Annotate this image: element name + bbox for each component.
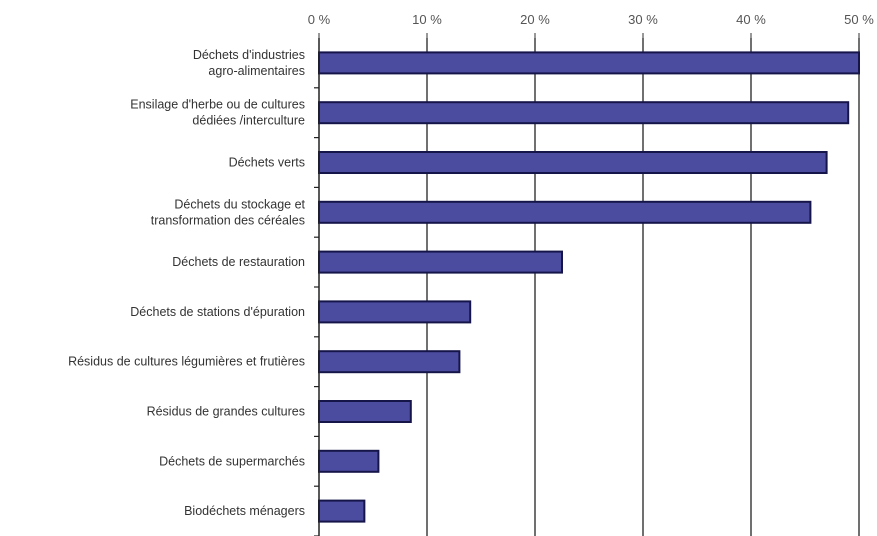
bar <box>318 300 472 324</box>
category-label: Ensilage d'herbe ou de cultures <box>130 98 305 112</box>
bar <box>318 400 412 423</box>
bars <box>318 51 860 523</box>
x-tick-label: 30 % <box>628 12 658 27</box>
category-label: Déchets du stockage et <box>174 197 305 211</box>
x-tick-label: 20 % <box>520 12 550 27</box>
bar <box>318 499 366 523</box>
bar <box>318 350 461 374</box>
category-label: Déchets verts <box>229 156 305 170</box>
category-label: Déchets de restauration <box>172 255 305 269</box>
x-tick-label: 50 % <box>844 12 874 27</box>
x-tick-label: 40 % <box>736 12 766 27</box>
category-label: Déchets de supermarchés <box>159 454 305 468</box>
category-labels: Déchets d'industries agro-alimentaires Ens… <box>68 48 305 518</box>
x-tick-label: 10 % <box>412 12 442 27</box>
category-label: Biodéchets ménagers <box>184 504 305 518</box>
category-label: Résidus de grandes cultures <box>147 405 305 419</box>
x-tick-label: 0 % <box>308 12 331 27</box>
bar <box>318 101 850 125</box>
bar <box>318 449 380 473</box>
category-label: Déchets de stations d'épuration <box>130 305 305 319</box>
bar <box>318 51 860 75</box>
category-label: dédiées /interculture <box>192 114 305 128</box>
bar <box>318 250 563 274</box>
category-label: transformation des céréales <box>151 213 305 227</box>
category-label: Résidus de cultures légumières et frutiè… <box>68 355 305 369</box>
bar <box>318 151 828 174</box>
bar <box>318 200 812 224</box>
category-label: agro-alimentaires <box>208 64 305 78</box>
x-axis-ticks: 0 % 10 % 20 % 30 % 40 % 50 % <box>308 12 874 536</box>
category-label: Déchets d'industries <box>193 48 305 62</box>
